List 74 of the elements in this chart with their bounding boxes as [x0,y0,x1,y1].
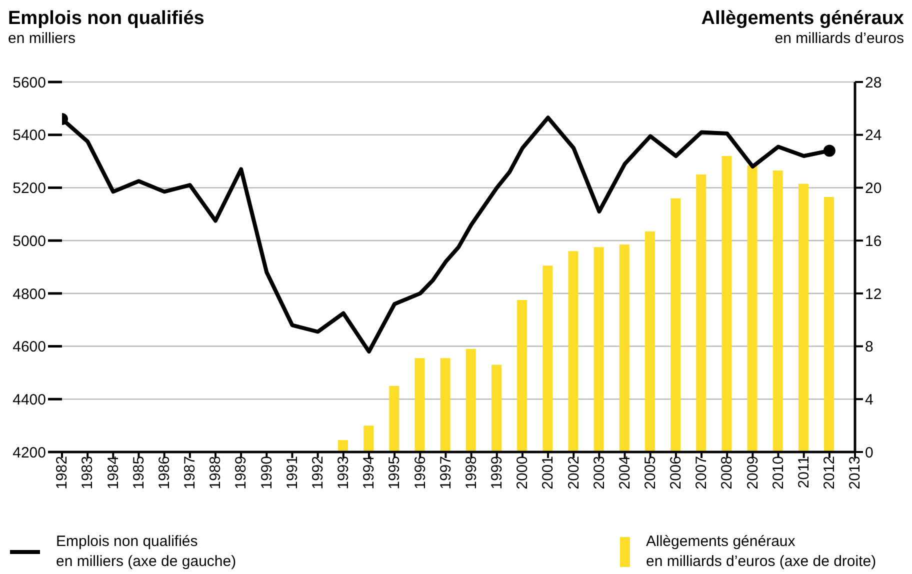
y2-tick-label: 8 [865,338,874,356]
x-tick-label: 1998 [462,456,480,490]
x-tick-label: 1987 [182,456,199,490]
y-tick-label: 4200 [12,444,46,462]
x-tick-label: 1984 [104,456,122,490]
x-tick-label: 1997 [437,456,454,490]
y-tick-label: 5400 [12,127,46,144]
y2-tick-label: 0 [865,444,874,462]
legend-label: Emplois non qualifiés en milliers (axe de gauche) [56,532,236,572]
y-tick-label: 4600 [12,338,46,356]
x-tick-label: 2008 [718,456,736,490]
y-tick-label: 4800 [12,286,46,303]
bar [517,300,528,452]
x-tick-label: 2012 [821,456,838,490]
bar [389,386,400,452]
bar [798,184,808,452]
x-tick-label: 1982 [54,456,71,490]
x-tick-label: 1986 [156,456,173,490]
bar [491,364,502,452]
x-tick-label: 1990 [258,456,276,490]
bar [619,244,630,452]
x-tick-label: 1983 [79,456,96,490]
y2-tick-label: 12 [865,286,882,303]
y2-tick-label: 16 [865,232,882,250]
x-tick-label: 2000 [514,456,532,490]
bar [594,247,604,452]
y-axis-title: Emplois non qualifiés [8,8,204,30]
x-tick-label: 2005 [642,456,660,490]
x-tick-label: 2001 [540,456,557,490]
x-tick-label: 2010 [770,456,787,490]
x-tick-label: 2002 [565,456,582,490]
text: en milliards d’euros [774,30,904,47]
x-tick-label: 1985 [130,456,148,490]
y2-tick-label: 20 [865,180,882,198]
x-tick-label: 1989 [232,456,250,490]
bar [670,198,681,452]
y2-tick-label: 4 [865,391,874,408]
x-tick-label: 2004 [616,456,634,490]
bar [772,170,783,452]
y-tick-label: 4400 [12,391,46,408]
bar [414,358,425,452]
x-tick-label: 1992 [309,456,326,490]
y2-axis-title: Allègements généraux [701,8,904,30]
bar [722,156,732,452]
x-tick-label: 1995 [386,456,404,490]
x-tick-label: 1993 [335,456,352,490]
y2-tick-label: 28 [865,74,882,92]
x-tick-label: 1996 [412,456,429,490]
x-tick-label: 2007 [693,456,710,490]
x-tick-label: 2003 [590,456,608,490]
bar [824,196,834,452]
bar [466,348,476,452]
text: en milliers [8,30,76,47]
bar [644,231,655,452]
y-tick-label: 5600 [12,74,46,92]
bar [338,440,348,452]
y-tick-label: 5000 [12,232,46,250]
bar [440,358,450,452]
x-tick-label: 2011 [795,456,812,488]
bar [696,174,706,452]
x-tick-label: 1991 [284,456,301,490]
x-tick-label: 1999 [488,456,506,490]
bar [568,251,578,452]
bar [542,266,553,452]
x-tick-label: 1994 [360,456,378,490]
x-tick-label: 2006 [668,456,685,490]
x-tick-label: 1988 [207,456,224,490]
legend-label: Allègements généraux en milliards d’euros (axe de droite) [646,532,876,572]
x-tick-label: 2009 [744,456,762,490]
y-tick-label: 5200 [12,180,46,198]
bar [364,426,374,452]
bar [747,165,758,452]
y2-tick-label: 24 [865,127,882,144]
x-tick-label: 2013 [846,456,864,490]
